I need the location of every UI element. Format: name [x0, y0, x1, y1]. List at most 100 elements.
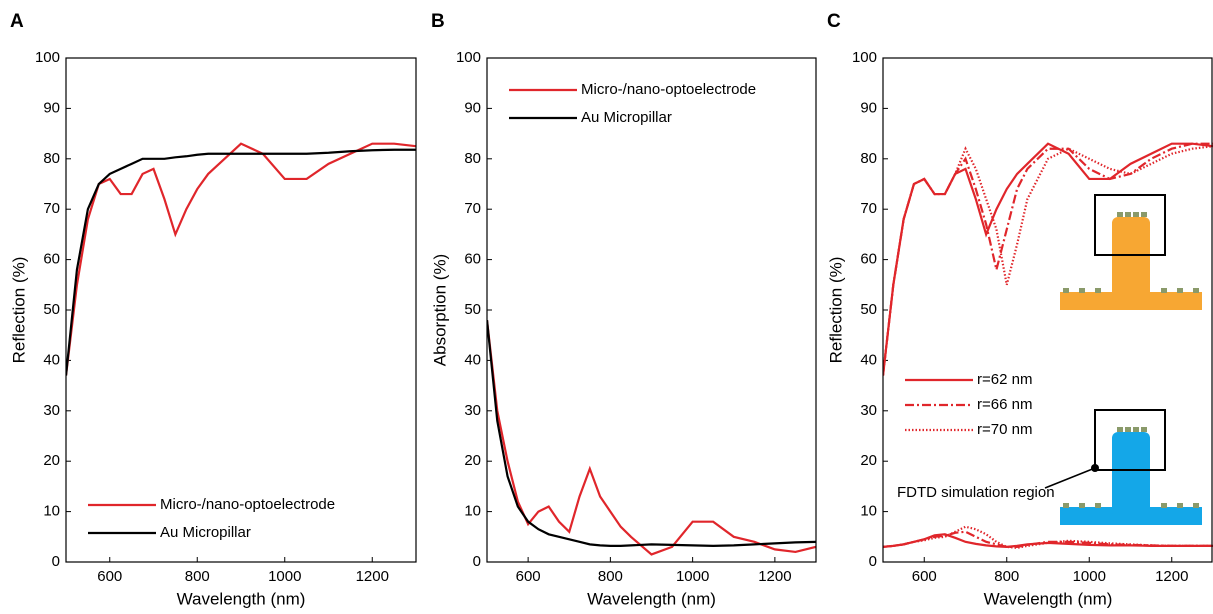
panel: B Wavelength (nm) Absorption (%) 0 10 20 30 40 5… — [430, 11, 817, 608]
inset-particle — [1079, 503, 1085, 508]
annotation: FDTD simulation region — [897, 484, 1055, 501]
inset-particle — [1063, 288, 1069, 293]
x-tick-label: 600 — [97, 568, 122, 585]
y-tick-label: 10 — [43, 503, 60, 520]
data-line — [883, 142, 1213, 376]
inset-particle — [1133, 212, 1139, 217]
y-tick-label: 10 — [464, 503, 481, 520]
panel: C Wavelength (nm) Reflection (%) 0 10 20 30 40 5… — [826, 11, 1213, 608]
x-tick-label: 1200 — [758, 568, 791, 585]
annotation-pointer — [1044, 467, 1096, 489]
legend-label: Micro-/nano-optoelectrode — [160, 496, 335, 513]
y-tick-label: 0 — [473, 553, 481, 570]
data-line — [66, 142, 416, 376]
y-tick-label: 0 — [52, 553, 60, 570]
inset-particle — [1095, 288, 1101, 293]
inset-particle — [1141, 212, 1147, 217]
data-line — [883, 145, 1213, 376]
x-tick-label: 1000 — [268, 568, 301, 585]
x-tick-label: 800 — [598, 568, 623, 585]
x-tick-label: 800 — [185, 568, 210, 585]
x-axis-label: Wavelength (nm) — [587, 589, 716, 608]
plot-frame — [486, 57, 817, 563]
y-tick-label: 20 — [43, 452, 60, 469]
inset-particle — [1125, 427, 1131, 432]
y-tick-label: 30 — [43, 402, 60, 419]
plot-frame — [65, 57, 417, 563]
annotation-dot — [1091, 464, 1099, 472]
y-tick-label: 60 — [860, 251, 877, 268]
y-tick-label: 80 — [43, 150, 60, 167]
y-tick-label: 0 — [869, 553, 877, 570]
x-tick-label: 1000 — [1073, 568, 1106, 585]
inset-particle — [1125, 212, 1131, 217]
legend-label: r=62 nm — [977, 371, 1032, 388]
y-axis-label: Reflection (%) — [826, 257, 845, 364]
y-axis-label: Reflection (%) — [9, 257, 28, 364]
y-tick-label: 80 — [464, 150, 481, 167]
y-tick-label: 70 — [43, 200, 60, 217]
y-axis-label: Absorption (%) — [430, 254, 449, 366]
inset-particle — [1177, 288, 1183, 293]
legend-label: r=66 nm — [977, 396, 1032, 413]
y-tick-label: 100 — [852, 49, 877, 66]
x-tick-label: 800 — [994, 568, 1019, 585]
inset-region — [1094, 194, 1166, 256]
legend-label: Au Micropillar — [160, 524, 251, 541]
x-tick-label: 1200 — [356, 568, 389, 585]
inset-particle — [1117, 212, 1123, 217]
legend-label: r=70 nm — [977, 421, 1032, 438]
y-tick-label: 40 — [43, 351, 60, 368]
inset-particle — [1193, 288, 1199, 293]
y-tick-label: 60 — [43, 251, 60, 268]
inset-particle — [1161, 288, 1167, 293]
data-line — [883, 142, 1213, 376]
inset-pillar — [1112, 217, 1150, 302]
x-tick-label: 1000 — [676, 568, 709, 585]
y-tick-label: 20 — [860, 452, 877, 469]
data-line — [883, 525, 1213, 549]
panel-letter: C — [827, 11, 841, 32]
inset-pillar — [1112, 432, 1150, 517]
inset-particle — [1117, 427, 1123, 432]
y-tick-label: 60 — [464, 251, 481, 268]
y-tick-label: 70 — [464, 200, 481, 217]
y-tick-label: 20 — [464, 452, 481, 469]
y-tick-label: 10 — [860, 503, 877, 520]
y-tick-label: 80 — [860, 150, 877, 167]
inset-particle — [1177, 503, 1183, 508]
y-tick-label: 70 — [860, 200, 877, 217]
y-tick-label: 100 — [456, 49, 481, 66]
inset-particle — [1133, 427, 1139, 432]
plot-frame — [882, 57, 1213, 563]
y-tick-label: 30 — [860, 402, 877, 419]
x-tick-label: 1200 — [1155, 568, 1188, 585]
x-tick-label: 600 — [912, 568, 937, 585]
y-tick-label: 90 — [464, 99, 481, 116]
y-tick-label: 30 — [464, 402, 481, 419]
inset-particle — [1193, 503, 1199, 508]
y-tick-label: 50 — [860, 301, 877, 318]
data-line — [66, 148, 416, 376]
y-tick-label: 90 — [43, 99, 60, 116]
inset-region — [1094, 409, 1166, 471]
y-tick-label: 40 — [860, 351, 877, 368]
inset-particle — [1161, 503, 1167, 508]
x-axis-label: Wavelength (nm) — [177, 589, 306, 608]
y-tick-label: 40 — [464, 351, 481, 368]
x-tick-label: 600 — [516, 568, 541, 585]
panel-letter: B — [431, 11, 445, 32]
inset-particle — [1063, 503, 1069, 508]
legend-label: Micro-/nano-optoelectrode — [581, 81, 756, 98]
inset-particle — [1095, 503, 1101, 508]
inset-particle — [1141, 427, 1147, 432]
x-axis-label: Wavelength (nm) — [984, 589, 1113, 608]
y-tick-label: 90 — [860, 99, 877, 116]
panel-letter: A — [10, 11, 24, 32]
data-line — [487, 319, 816, 547]
legend-label: Au Micropillar — [581, 109, 672, 126]
y-tick-label: 100 — [35, 49, 60, 66]
y-tick-label: 50 — [43, 301, 60, 318]
inset-particle — [1079, 288, 1085, 293]
